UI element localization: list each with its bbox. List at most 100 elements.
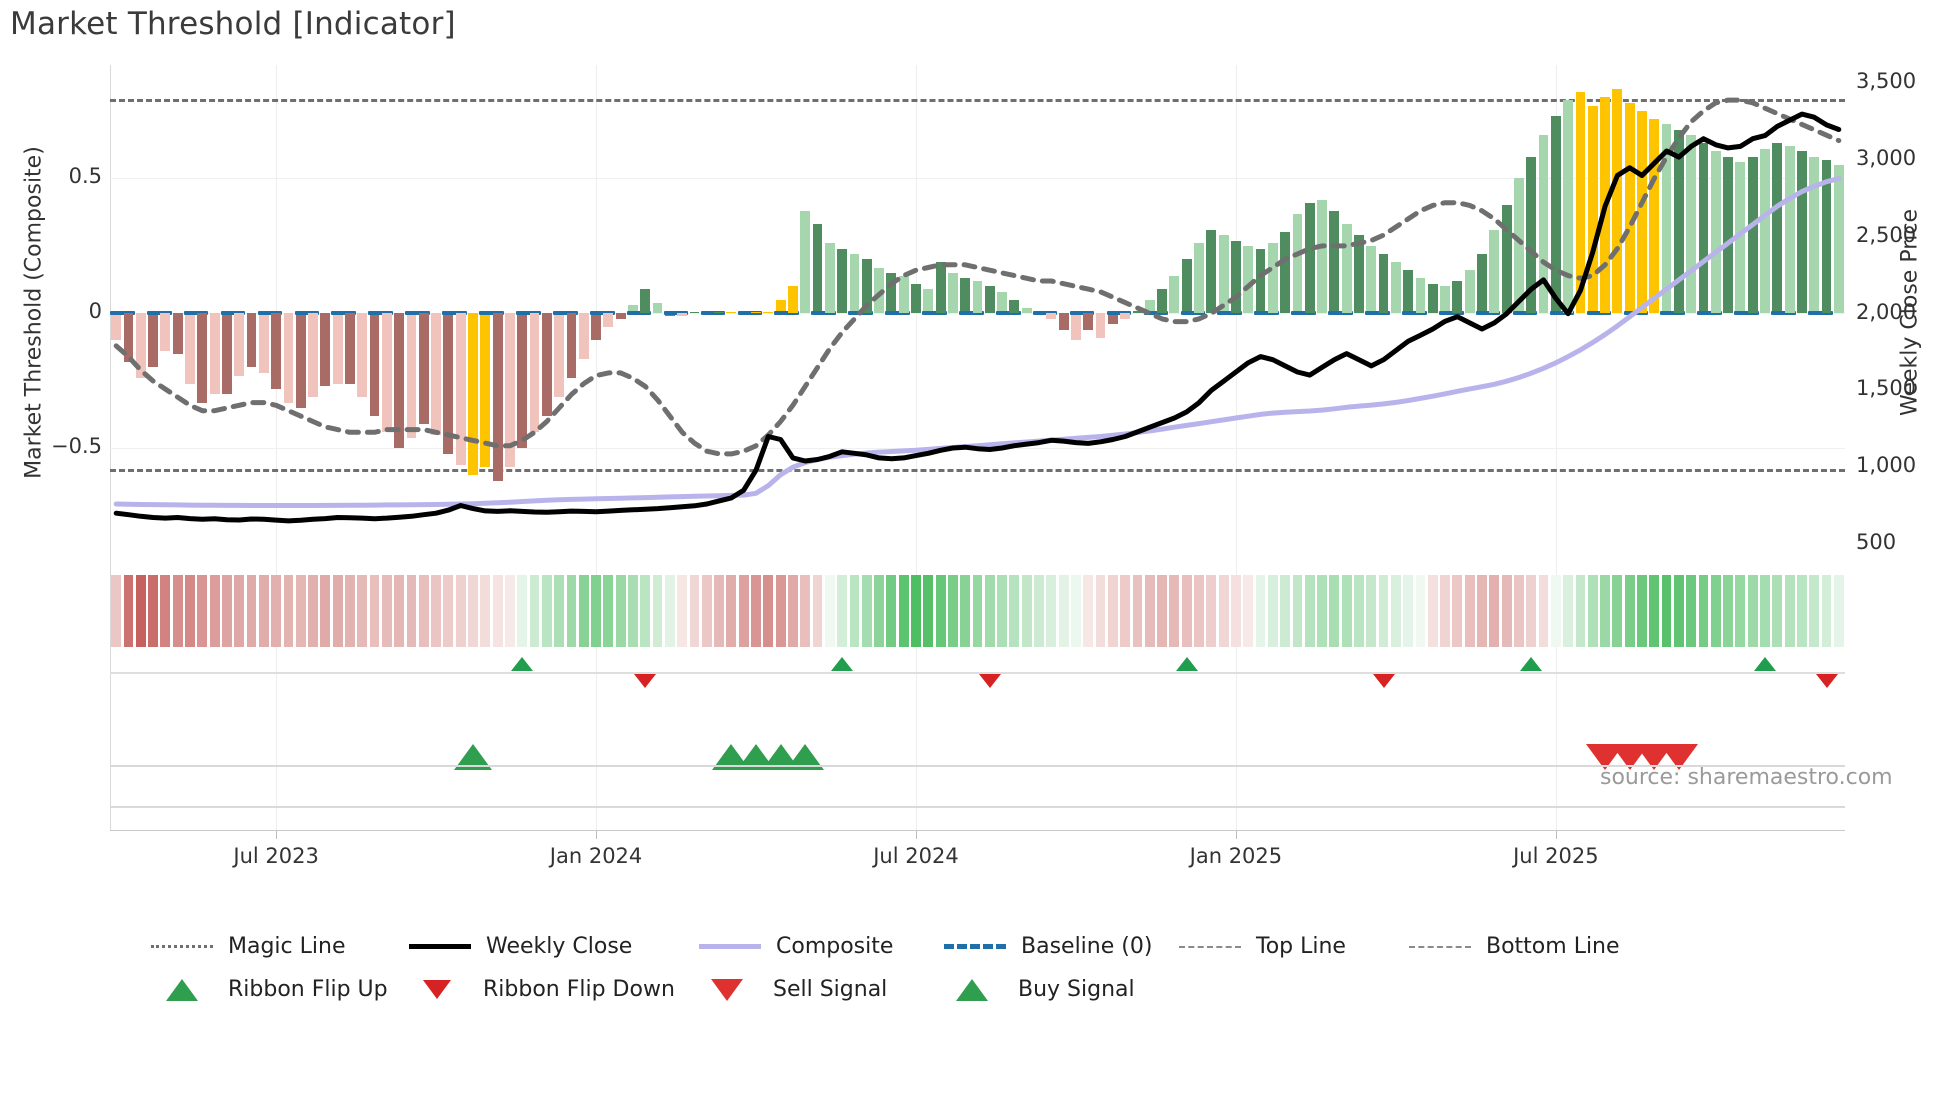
ribbon-flip-up-marker [1754,657,1777,671]
histogram-bar [1649,119,1660,314]
histogram-bar [295,313,306,408]
histogram-bar [640,289,651,314]
ribbon-cell [1612,575,1623,647]
histogram-bar [234,313,245,376]
histogram-bar [1821,159,1832,314]
histogram-bar [1415,278,1426,314]
ribbon-cell [492,575,503,647]
ribbon-cell [640,575,651,647]
legend-item[interactable]: Buy Signal [940,977,1180,1002]
ribbon-cell [394,575,405,647]
ribbon-cell [1415,575,1426,647]
histogram-bar [431,313,441,435]
histogram-bar [1021,308,1032,314]
histogram-bar [763,312,774,314]
ribbon-cell [775,575,786,647]
ribbon-cell [677,575,688,647]
ribbon-cell [566,575,577,647]
histogram-bar [1735,162,1746,314]
y-tick-left: 0 [88,299,102,324]
histogram-bar [185,313,195,384]
ribbon-cell [148,575,158,647]
histogram-bar [566,313,577,379]
histogram-bar [1686,135,1697,314]
ribbon-cell [135,575,146,647]
histogram-bar [1329,210,1340,314]
ribbon-cell [1600,575,1610,647]
histogram-bar [591,313,601,341]
ribbon-cell [480,575,491,647]
y-tick-right: 500 [1856,529,1897,554]
ribbon-cell [1378,575,1389,647]
histogram-bar [960,278,971,314]
legend-item[interactable]: Magic Line [150,934,408,959]
legend-row-lines: Magic Line Weekly Close Composite Baseline … [150,925,1910,968]
histogram-bar [1366,245,1377,314]
ribbon-cell [1784,575,1795,647]
ribbon-cell [1637,575,1647,647]
ribbon-cell [812,575,823,647]
ribbon-cell [1292,575,1303,647]
ribbon-cell [800,575,811,647]
histogram-bar [492,313,503,481]
histogram-bar [714,312,725,314]
histogram-bar [455,313,466,465]
legend-item[interactable]: Weekly Close [408,934,698,959]
histogram-bar [135,313,146,379]
signal-markers-layer [110,640,1845,830]
solid-black-line [409,944,471,949]
y-axis-left-spine [110,65,111,830]
histogram-bar [984,286,995,314]
legend-key [1178,936,1242,958]
histogram-bar [480,313,491,468]
ribbon-cell [874,575,884,647]
histogram-bar [406,313,417,438]
legend-label: Ribbon Flip Up [228,977,388,1002]
legend-item[interactable]: Baseline (0) [943,934,1178,959]
ribbon-cell [1686,575,1697,647]
histogram-bar [812,224,823,314]
green-triangle-up-icon [956,978,988,1001]
y-tick-right: 2,000 [1856,299,1917,324]
legend-key [940,978,1004,1001]
legend-item[interactable]: Ribbon Flip Down [405,977,695,1002]
ribbon-cell [824,575,835,647]
histogram-bar [726,312,737,314]
y-tick-right: 3,000 [1856,146,1917,171]
ribbon-cell [960,575,971,647]
legend-label: Weekly Close [486,934,633,959]
ribbon-cell [886,575,897,647]
legend-label: Magic Line [228,934,346,959]
ribbon-cell [271,575,282,647]
page-title: Market Threshold [Indicator] [10,6,456,42]
legend-item[interactable]: Top Line [1178,934,1408,959]
ribbon-cell [258,575,269,647]
legend-item[interactable]: Sell Signal [695,977,940,1002]
histogram-bar [1809,156,1820,314]
legend-item[interactable]: Composite [698,934,943,959]
ribbon-cell [283,575,294,647]
ribbon-cell [1661,575,1672,647]
ribbon-cell [972,575,983,647]
ribbon-cell [295,575,306,647]
legend-item[interactable]: Bottom Line [1408,934,1648,959]
ribbon-cell [111,575,122,647]
ribbon-cell [763,575,774,647]
red-triangle-down-icon [711,978,743,1001]
histogram-bar [1267,243,1278,314]
ribbon-cell [1538,575,1549,647]
ribbon-cell [123,575,134,647]
histogram-bar [1501,205,1512,314]
ribbon-flip-down-marker [1815,674,1838,688]
histogram-bar [1550,116,1561,314]
histogram-bar [1427,283,1438,314]
ribbon-cell [1120,575,1131,647]
histogram-bar [1354,235,1364,314]
histogram-bar [221,313,232,395]
histogram-bar [886,272,897,314]
ribbon-cell [861,575,872,647]
x-tick-mark [1235,831,1237,839]
legend-item[interactable]: Ribbon Flip Up [150,977,405,1002]
histogram-bar [529,313,540,433]
ribbon-cell [431,575,441,647]
